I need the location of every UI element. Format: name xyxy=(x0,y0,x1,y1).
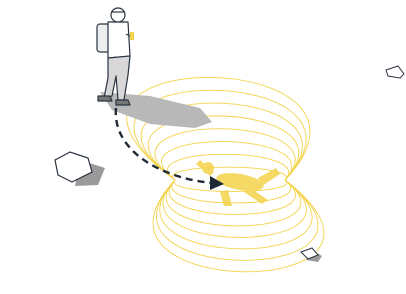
illustration xyxy=(0,0,406,294)
page: (() => { const g = document.getElementBy… xyxy=(0,0,406,294)
background xyxy=(0,0,406,294)
